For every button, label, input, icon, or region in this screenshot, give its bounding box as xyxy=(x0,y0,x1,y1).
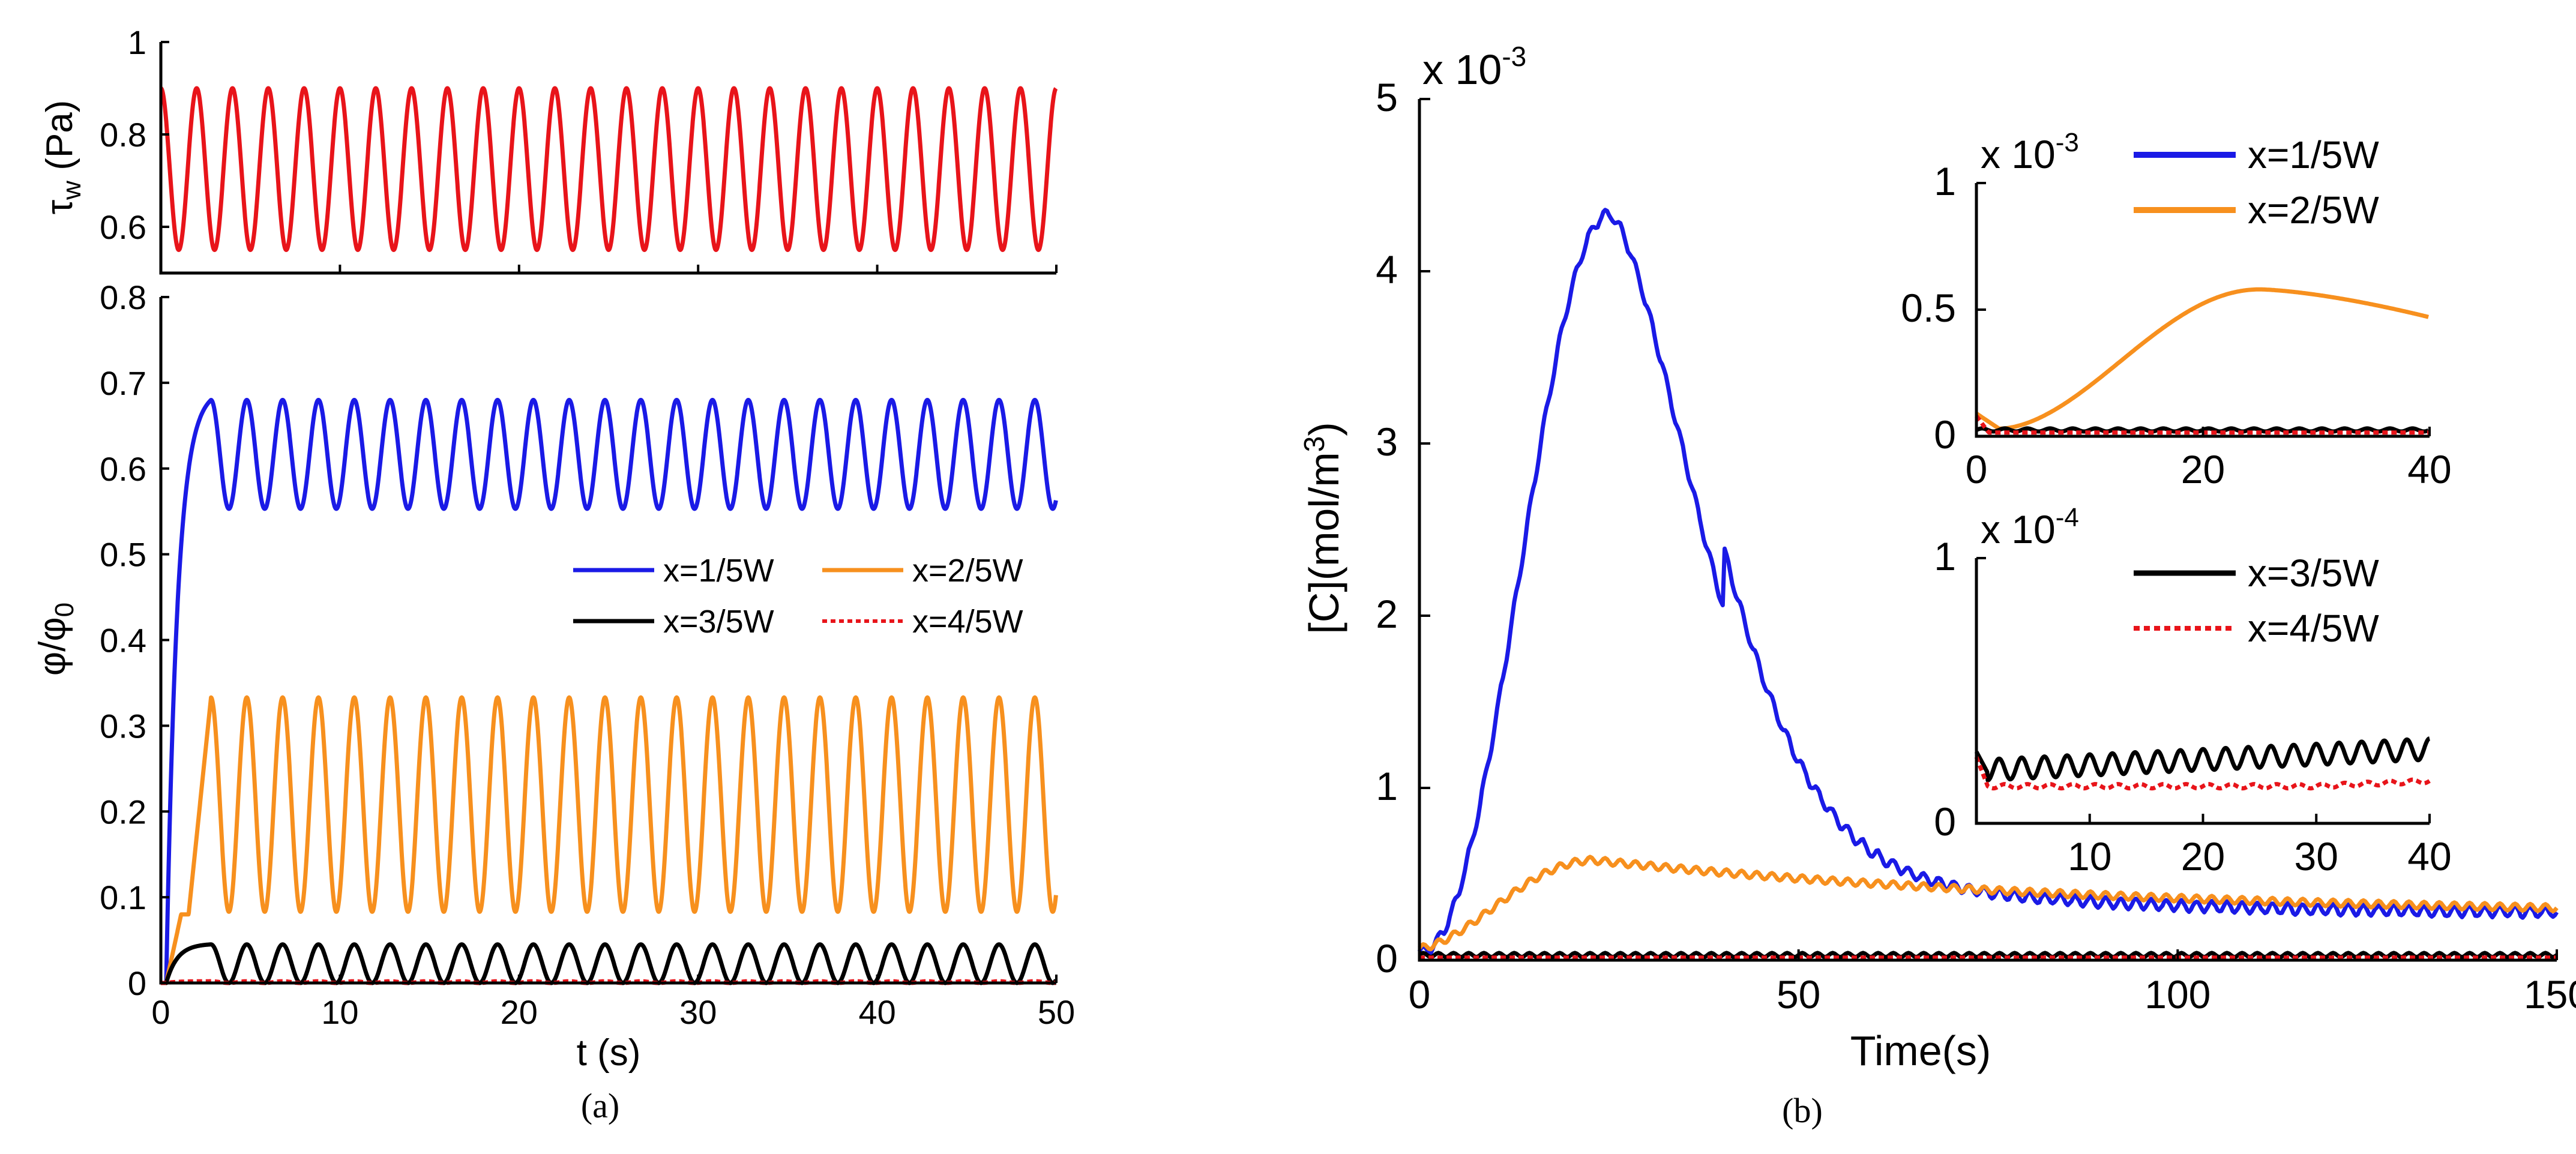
conc-multiplier: x 10-3 xyxy=(1422,41,1526,93)
x-tick-label: 20 xyxy=(2181,447,2225,491)
x-tick-label: 0 xyxy=(1966,447,1988,491)
legend-label-3-5w: x=3/5W xyxy=(663,604,774,640)
x-tick-label: 50 xyxy=(1038,993,1075,1031)
series-2-5w-line xyxy=(159,695,1058,985)
inset-bottom-series-3-5w-line xyxy=(1974,736,2431,783)
conc-plot-area xyxy=(1417,208,2559,960)
x-tick-label: 0 xyxy=(151,993,170,1031)
inset-legend-label-3-5w: x=3/5W xyxy=(2248,551,2379,595)
phi-plot-area xyxy=(159,398,1058,985)
inset-legend-label-4-5w: x=4/5W xyxy=(2248,607,2379,650)
x-tick-label: 40 xyxy=(858,993,895,1031)
inset-legend-label-1-5w: x=1/5W xyxy=(2248,133,2379,176)
y-tick-label: 0.8 xyxy=(100,116,146,154)
y-tick-label: 0 xyxy=(128,964,146,1002)
x-tick-label: 30 xyxy=(2295,834,2338,879)
y-tick-label: 4 xyxy=(1376,247,1398,292)
x-tick-label: 40 xyxy=(2407,447,2451,491)
y-tick-label: 1 xyxy=(128,23,146,61)
x-tick-label: 0 xyxy=(1409,972,1431,1017)
panel-b-inset-bottom: 01 10 20 30 40 x 10-4 x=3/5W x=4/5W xyxy=(1934,503,2451,879)
phi-y-label: φ/φ0 xyxy=(32,603,79,676)
conc-series-1-5w-line xyxy=(1417,208,2559,956)
tau-w-plot-area xyxy=(159,86,1058,252)
y-tick-label: 1 xyxy=(1934,534,1956,579)
phi-y-ticks: 0 0.1 0.2 0.3 0.4 0.5 0.6 0.7 0.8 xyxy=(100,278,169,1002)
inset-bottom-y-ticks: 01 xyxy=(1934,534,1986,844)
series-1-5w-line xyxy=(159,398,1058,985)
y-tick-label: 0.7 xyxy=(100,364,146,402)
legend-label-1-5w: x=1/5W xyxy=(663,553,774,589)
inset-legend-label-2-5w: x=2/5W xyxy=(2248,188,2379,232)
x-tick-label: 20 xyxy=(501,993,538,1031)
inset-top-x-ticks: 0 20 40 xyxy=(1966,427,2452,491)
inset-top-series-2-5w-line xyxy=(1975,287,2430,431)
y-tick-label: 2 xyxy=(1376,592,1398,636)
y-tick-label: 0.6 xyxy=(100,208,146,246)
x-tick-label: 10 xyxy=(321,993,358,1031)
conc-y-ticks: 0 1 2 3 4 5 xyxy=(1376,75,1430,981)
y-tick-label: 1 xyxy=(1376,764,1398,808)
inset-top-legend: x=1/5W x=2/5W xyxy=(2134,133,2379,232)
x-tick-label: 10 xyxy=(2068,834,2111,879)
x-tick-label: 20 xyxy=(2181,834,2225,879)
y-tick-label: 0.4 xyxy=(100,622,146,660)
x-tick-label: 150 xyxy=(2524,972,2576,1017)
y-tick-label: 0.6 xyxy=(100,450,146,488)
series-3-5w-line xyxy=(159,942,1058,985)
inset-top-y-ticks: 00.51 xyxy=(1901,159,1986,457)
inset-top-plot-area xyxy=(1975,287,2430,435)
conc-series-2-5w-line xyxy=(1418,855,2559,952)
x-tick-label: 50 xyxy=(1777,972,1820,1017)
phi-legend: x=1/5W x=2/5W x=3/5W x=4/5W xyxy=(573,553,1023,640)
inset-bottom-series-4-5w-line xyxy=(1974,756,2431,791)
y-tick-label: 0 xyxy=(1376,936,1398,981)
y-tick-label: 1 xyxy=(1934,159,1956,203)
x-tick-label: 30 xyxy=(679,993,717,1031)
caption-a: (a) xyxy=(581,1086,619,1125)
y-tick-label: 0.5 xyxy=(1901,286,1956,330)
panel-a-top: 0.6 0.8 1 τw (Pa) xyxy=(39,23,1058,275)
tau-w-y-ticks: 0.6 0.8 1 xyxy=(100,23,169,246)
x-tick-label: 40 xyxy=(2407,834,2451,879)
y-tick-label: 0.8 xyxy=(100,278,146,316)
inset-bottom-legend: x=3/5W x=4/5W xyxy=(2134,551,2379,650)
y-tick-label: 0.5 xyxy=(100,536,146,574)
y-tick-label: 0.1 xyxy=(100,879,146,916)
caption-b: (b) xyxy=(1782,1091,1823,1130)
conc-x-label: Time(s) xyxy=(1850,1027,1991,1074)
phi-x-label: t (s) xyxy=(577,1032,641,1074)
conc-x-ticks: 0 50 100 150 xyxy=(1409,949,2576,1017)
conc-series-3-5w-line xyxy=(1418,951,2559,960)
inset-top-multiplier: x 10-3 xyxy=(1981,128,2079,176)
inset-bottom-plot-area xyxy=(1974,736,2431,791)
inset-bottom-x-ticks: 10 20 30 40 xyxy=(2068,814,2452,879)
legend-label-2-5w: x=2/5W xyxy=(912,553,1023,589)
y-tick-label: 0 xyxy=(1934,412,1956,457)
y-tick-label: 3 xyxy=(1376,419,1398,464)
conc-y-label: [C](mol/m3) xyxy=(1299,422,1347,634)
x-tick-label: 100 xyxy=(2144,972,2210,1017)
y-tick-label: 5 xyxy=(1376,75,1398,119)
panel-a-bottom: 0 0.1 0.2 0.3 0.4 0.5 0.6 0.7 0.8 0 10 20 30 40 50 φ/… xyxy=(32,278,1075,1125)
legend-label-4-5w: x=4/5W xyxy=(912,604,1023,640)
tau-w-x-ticks xyxy=(160,265,1058,273)
y-tick-label: 0.3 xyxy=(100,707,146,745)
tau-w-y-label: τw (Pa) xyxy=(39,100,86,215)
y-tick-label: 0 xyxy=(1934,799,1956,844)
y-tick-label: 0.2 xyxy=(100,793,146,831)
inset-bottom-multiplier: x 10-4 xyxy=(1981,503,2079,551)
phi-x-ticks: 0 10 20 30 40 50 xyxy=(151,975,1075,1031)
tau-w-series-line xyxy=(159,86,1058,252)
panel-b-inset-top: 00.51 0 20 40 x 10-3 x=1/5W x=2/5W xyxy=(1901,128,2451,491)
